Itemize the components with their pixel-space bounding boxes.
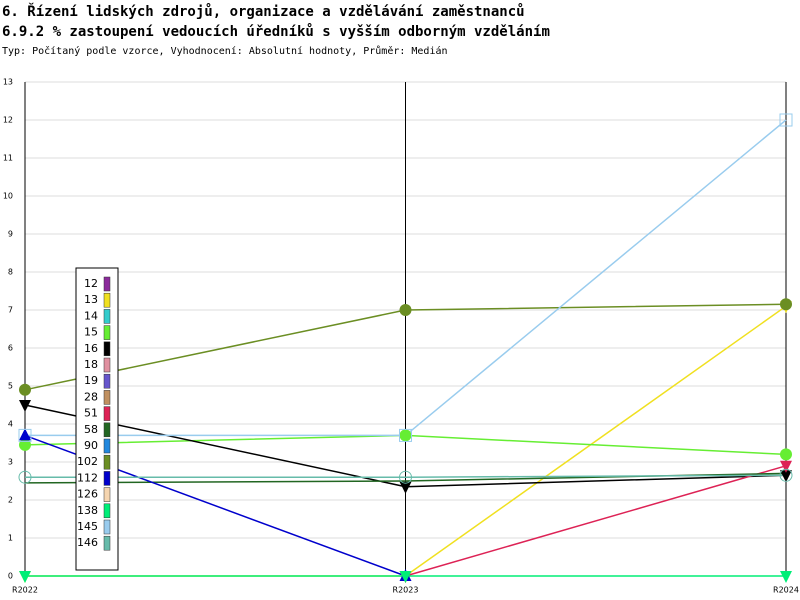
legend-swatch	[103, 325, 111, 340]
marker	[18, 428, 32, 442]
marker	[399, 470, 412, 484]
legend-swatch	[103, 406, 111, 421]
legend-label: 126	[77, 488, 98, 501]
legend-swatch	[103, 341, 111, 357]
y-tick-label: 1	[8, 534, 13, 543]
series-line	[25, 474, 787, 478]
legend-label: 12	[84, 277, 98, 290]
legend-swatch	[103, 503, 111, 519]
x-tick-label: R2022	[12, 586, 38, 595]
y-tick-label: 7	[8, 306, 13, 315]
y-tick-label: 5	[8, 382, 13, 391]
marker	[780, 571, 792, 583]
marker	[19, 383, 31, 396]
marker	[18, 470, 32, 484]
legend-swatch	[103, 422, 111, 438]
marker	[19, 400, 31, 412]
legend: 12 13 14 15 16 18 19 28 51 58 90 102 112 126 138 145 146	[75, 267, 119, 571]
legend-swatch	[103, 487, 111, 502]
marker	[780, 298, 792, 311]
y-tick-label: 12	[3, 116, 13, 125]
legend-swatch	[103, 535, 111, 551]
marker	[399, 428, 412, 442]
legend-label: 112	[77, 471, 98, 484]
marker	[779, 468, 793, 482]
marker	[399, 429, 412, 442]
legend-swatch	[103, 438, 111, 454]
x-tick-label: R2023	[393, 586, 419, 595]
marker	[399, 304, 412, 316]
legend-swatch	[103, 309, 111, 324]
y-tick-label: 11	[3, 154, 13, 163]
legend-label: 146	[77, 536, 98, 549]
legend-label: 28	[84, 390, 98, 403]
legend-label: 90	[84, 439, 98, 452]
legend-label: 58	[84, 423, 98, 436]
legend-label: 138	[77, 504, 98, 517]
series-line	[405, 465, 787, 577]
legend-swatch	[103, 390, 111, 405]
legend-label: 16	[84, 342, 98, 355]
y-tick-label: 2	[8, 496, 13, 505]
legend-label: 14	[84, 309, 98, 322]
marker	[19, 428, 31, 441]
legend-label: 18	[84, 358, 98, 371]
marker	[780, 470, 792, 483]
y-tick-label: 4	[8, 420, 13, 429]
marker	[780, 460, 792, 473]
chart-note: Typ: Počítaný podle vzorce, Vyhodnocení:…	[2, 45, 448, 57]
y-tick-label: 8	[8, 268, 13, 277]
marker	[399, 481, 412, 494]
marker	[779, 113, 793, 127]
marker	[19, 438, 31, 451]
y-tick-label: 9	[8, 230, 13, 239]
legend-swatch	[103, 292, 111, 308]
legend-box	[75, 267, 119, 571]
legend-label: 13	[84, 293, 98, 306]
y-tick-label: 10	[3, 192, 13, 201]
legend-label: 102	[77, 455, 98, 468]
x-tick-label: R2024	[773, 586, 799, 595]
chart-title: 6. Řízení lidských zdrojů, organizace a …	[2, 2, 525, 20]
legend-swatch	[103, 357, 111, 373]
chart-subtitle: 6.9.2 % zastoupení vedoucích úředníků s …	[2, 23, 550, 40]
legend-swatch	[103, 471, 111, 486]
marker	[780, 448, 792, 461]
legend-swatch	[103, 373, 111, 389]
legend-label: 15	[84, 326, 98, 339]
y-tick-label: 0	[8, 572, 13, 581]
y-tick-label: 6	[8, 344, 13, 353]
legend-swatch	[103, 454, 111, 470]
legend-label: 19	[84, 374, 98, 387]
y-tick-label: 13	[3, 78, 13, 87]
legend-label: 51	[84, 407, 98, 420]
marker	[19, 571, 31, 583]
legend-label: 145	[77, 520, 98, 533]
y-tick-label: 3	[8, 458, 13, 467]
legend-swatch	[103, 519, 111, 535]
marker	[399, 571, 412, 583]
legend-swatch	[103, 276, 111, 292]
